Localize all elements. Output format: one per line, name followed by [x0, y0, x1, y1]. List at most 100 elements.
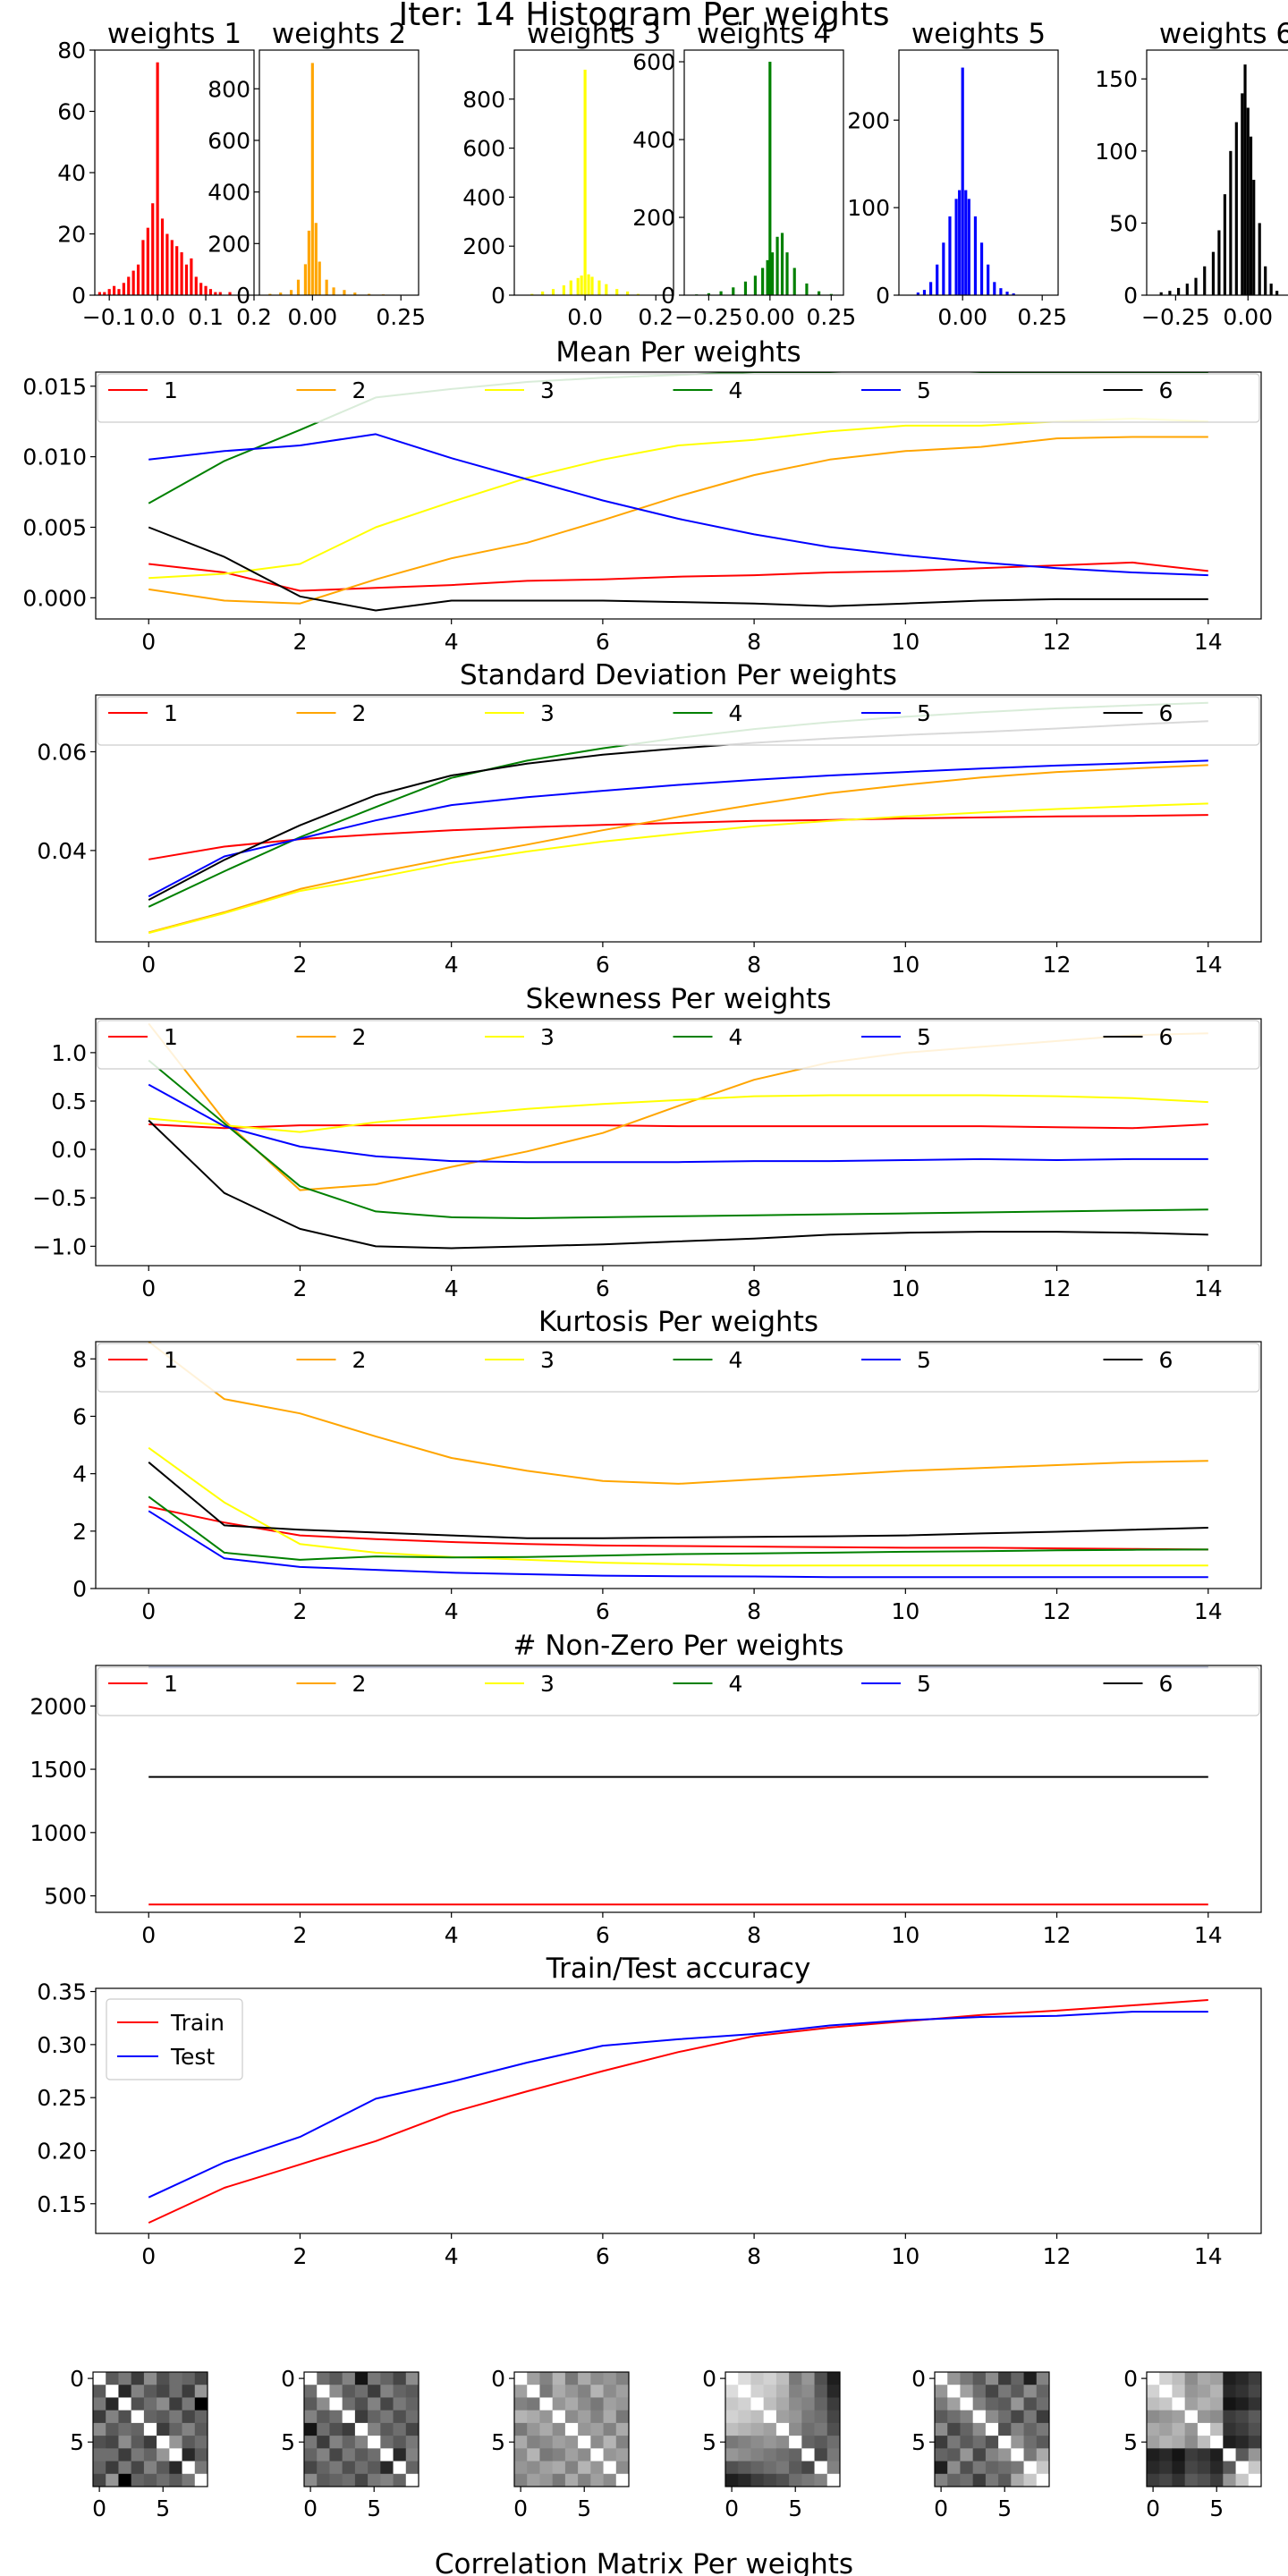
heatmap-cell	[1185, 2397, 1199, 2411]
legend-label: 1	[164, 1671, 178, 1697]
heatmap-cell	[368, 2372, 381, 2385]
series-line-1	[148, 1124, 1208, 1128]
heatmap-cell	[935, 2423, 948, 2436]
heatmap-cell	[750, 2372, 764, 2385]
histogram-bar	[719, 292, 722, 295]
heatmap-cell	[1198, 2462, 1211, 2475]
heatmap-cell	[406, 2436, 419, 2449]
y-tick-label: 0	[911, 2366, 926, 2392]
histogram-bar	[1247, 107, 1250, 295]
histogram-bar	[108, 289, 111, 295]
x-tick-label: 5	[577, 2496, 591, 2521]
heatmap-cell	[343, 2411, 356, 2424]
histogram-frame	[899, 50, 1058, 295]
heatmap-cell	[738, 2436, 751, 2449]
histogram-bar	[117, 289, 120, 295]
heatmap-cell	[1236, 2397, 1250, 2411]
heatmap-cell	[1147, 2385, 1160, 2398]
legend-box	[97, 697, 1259, 745]
x-tick-label: 10	[891, 1275, 919, 1301]
heatmap-cell	[553, 2411, 566, 2424]
histogram-bar	[1235, 123, 1238, 295]
heatmap-cell	[131, 2436, 145, 2449]
heatmap-cell	[144, 2411, 157, 2424]
heatmap-cell	[1198, 2411, 1211, 2424]
y-tick-label: 1500	[30, 1757, 87, 1783]
heatmap-cell	[343, 2462, 356, 2475]
heatmap-cell	[789, 2448, 802, 2462]
legend-label: 4	[729, 377, 743, 403]
histogram-bar	[964, 191, 967, 295]
heatmap-cell	[789, 2411, 802, 2424]
heatmap-cell	[93, 2462, 106, 2475]
chart-title: Skewness Per weights	[526, 983, 832, 1015]
heatmap-cell	[1024, 2423, 1038, 2436]
heatmap-cell	[317, 2423, 330, 2436]
heatmap-cell	[764, 2448, 777, 2462]
heatmap-cell	[764, 2397, 777, 2411]
heatmap-cell	[738, 2411, 751, 2424]
heatmap-cell	[1147, 2423, 1160, 2436]
heatmap-cell	[616, 2385, 630, 2398]
heatmap-cell	[1159, 2474, 1173, 2487]
heatmap-cell	[157, 2397, 170, 2411]
heatmap-cell	[539, 2474, 553, 2487]
heatmap-cell	[935, 2411, 948, 2424]
histogram-bar	[141, 240, 144, 295]
heatmap-cell	[998, 2397, 1012, 2411]
heatmap-cell	[343, 2397, 356, 2411]
heatmap-cell	[368, 2462, 381, 2475]
heatmap-cell	[343, 2436, 356, 2449]
heatmap-cell	[1147, 2448, 1160, 2462]
heatmap-cell	[590, 2474, 604, 2487]
y-tick-label: 200	[847, 107, 890, 133]
histogram-bar	[584, 70, 587, 295]
heatmap-cell	[304, 2436, 318, 2449]
legend-box	[97, 1343, 1259, 1392]
heatmap-cell	[169, 2462, 182, 2475]
legend-label: 1	[164, 700, 178, 726]
heatmap-cell	[1172, 2474, 1185, 2487]
heatmap-cell	[144, 2474, 157, 2487]
x-tick-label: −0.25	[674, 304, 743, 330]
heatmap-cell	[750, 2423, 764, 2436]
heatmap-cell	[935, 2436, 948, 2449]
heatmap-cell	[764, 2385, 777, 2398]
heatmap-cell	[157, 2372, 170, 2385]
heatmap-cell	[1223, 2385, 1236, 2398]
heatmap-cell	[590, 2448, 604, 2462]
histogram-bar	[771, 252, 774, 295]
heatmap-cell	[604, 2411, 617, 2424]
heatmap-cell	[394, 2372, 407, 2385]
x-tick-label: −0.25	[1141, 304, 1210, 330]
heatmap-cell	[1249, 2411, 1262, 2424]
heatmap-cell	[565, 2372, 579, 2385]
heatmap-cell	[1236, 2385, 1250, 2398]
heatmap-cell	[182, 2397, 196, 2411]
heatmap-cell	[1249, 2423, 1262, 2436]
y-tick-label: 80	[57, 38, 86, 64]
heatmap-cell	[1198, 2385, 1211, 2398]
legend-label: 1	[164, 377, 178, 403]
heatmap-cell	[182, 2436, 196, 2449]
heatmap-cell	[1037, 2423, 1050, 2436]
heatmap-cell	[947, 2462, 961, 2475]
heatmap-cell	[947, 2436, 961, 2449]
heatmap-cell	[565, 2462, 579, 2475]
heatmap-cell	[1159, 2462, 1173, 2475]
heatmap-cell	[590, 2462, 604, 2475]
y-tick-label: 0	[491, 2366, 505, 2392]
series-line-4	[148, 1061, 1208, 1219]
heatmap-cell	[738, 2448, 751, 2462]
heatmap-cell	[960, 2411, 973, 2424]
heatmap-cell	[616, 2436, 630, 2449]
heatmap-cell	[195, 2397, 208, 2411]
legend-box	[97, 1667, 1259, 1716]
x-tick-label: 6	[596, 1275, 610, 1301]
legend-label: 2	[352, 377, 367, 403]
x-tick-label: 6	[596, 952, 610, 978]
x-tick-label: 6	[596, 629, 610, 655]
heatmap-cell	[986, 2411, 999, 2424]
heatmap-cell	[789, 2474, 802, 2487]
heatmap-cell	[195, 2385, 208, 2398]
